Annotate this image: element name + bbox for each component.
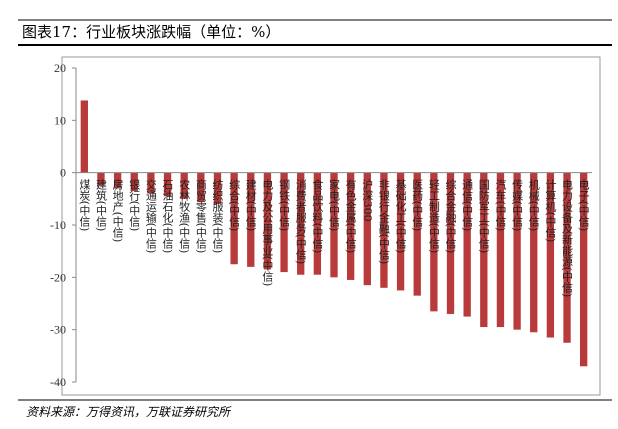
x-tick-label: 商贸零售(中信)	[194, 177, 207, 253]
y-tick-label: -10	[50, 218, 66, 232]
x-tick-label: 综合(中信)	[228, 177, 241, 231]
bar	[580, 172, 588, 367]
x-tick-label: 建材(中信)	[244, 177, 257, 231]
bar	[113, 172, 122, 189]
bar	[563, 172, 571, 343]
bar	[247, 172, 255, 267]
bar	[363, 172, 371, 286]
x-tick-label: 纺织服装(中信)	[211, 177, 224, 253]
bar	[97, 172, 105, 186]
x-tick-label: 医药(中信)	[411, 179, 424, 232]
source-note: 资料来源：万得资讯，万联证券研究所	[26, 405, 232, 419]
x-tick-label: 非银行金融(中信)	[377, 178, 390, 264]
x-tick-label: 钢铁(中信)	[278, 178, 291, 231]
bar	[480, 172, 488, 328]
x-tick-label: 家电(中信)	[328, 177, 341, 231]
bar	[147, 172, 155, 194]
bar	[380, 172, 388, 288]
x-tick-label: 沪深300	[361, 177, 374, 221]
bar	[197, 172, 205, 202]
y-tick-label: -20	[50, 270, 66, 284]
x-tick-label: 消费者服务(中信)	[294, 177, 307, 264]
bar	[330, 172, 338, 278]
x-tick-label: 银行(中信)	[128, 177, 141, 231]
x-tick-label: 机械(中信)	[527, 177, 540, 231]
bar	[463, 172, 471, 317]
bar	[230, 172, 238, 265]
x-tick-label: 食品饮料(中信)	[311, 177, 324, 253]
bar	[180, 172, 188, 199]
bar	[413, 172, 421, 296]
y-tick-label: 20	[54, 61, 66, 75]
x-tick-label: 电力及公用事业(中信)	[261, 178, 274, 286]
bar	[313, 172, 322, 275]
bar	[546, 172, 555, 338]
y-tick-label: 10	[54, 113, 66, 127]
bar	[163, 172, 172, 197]
x-tick-label: 农林牧渔(中信)	[178, 177, 191, 253]
x-tick-label: 石油石化(中信)	[161, 179, 174, 254]
x-tick-label: 通信(中信)	[461, 178, 474, 231]
x-tick-label: 传媒(中信)	[511, 178, 524, 231]
bar	[530, 172, 538, 333]
bar	[130, 172, 138, 191]
plot-frame	[61, 56, 601, 396]
x-tick-label: 房地产(中信)	[111, 178, 124, 242]
bar	[213, 172, 222, 205]
x-tick-label: 交通运输(中信)	[144, 177, 157, 253]
bar	[513, 172, 521, 330]
x-tick-label: 有色金属(中信)	[344, 177, 357, 253]
bar	[430, 172, 438, 312]
x-tick-label: 煤炭(中信)	[78, 178, 91, 231]
bar	[446, 172, 455, 314]
bar	[346, 172, 355, 280]
y-tick-label: -40	[50, 375, 66, 389]
x-tick-label: 汽车(中信)	[494, 177, 507, 231]
bar	[297, 172, 305, 275]
y-tick-label: -30	[50, 323, 66, 337]
bar	[80, 100, 88, 173]
bar	[280, 172, 288, 273]
x-tick-label: 轻工制造(中信)	[427, 177, 440, 253]
x-tick-label: 国防军工(中信)	[477, 178, 490, 253]
chart-title: 图表17：行业板块涨跌幅（单位：%）	[22, 23, 280, 41]
x-tick-label: 建筑(中信)	[94, 177, 107, 231]
x-tick-label: 电力设备及新能源(中信)	[561, 178, 574, 297]
x-tick-label: 计算机(中信)	[544, 178, 557, 242]
x-tick-label: 基础化工(中信)	[394, 178, 407, 253]
x-tick-label: 电子(中信)	[577, 178, 590, 231]
bar	[396, 172, 405, 291]
x-tick-label: 综合金融(中信)	[444, 177, 457, 253]
bar	[263, 172, 272, 270]
bar	[496, 172, 505, 328]
y-tick-label: 0	[60, 166, 66, 180]
